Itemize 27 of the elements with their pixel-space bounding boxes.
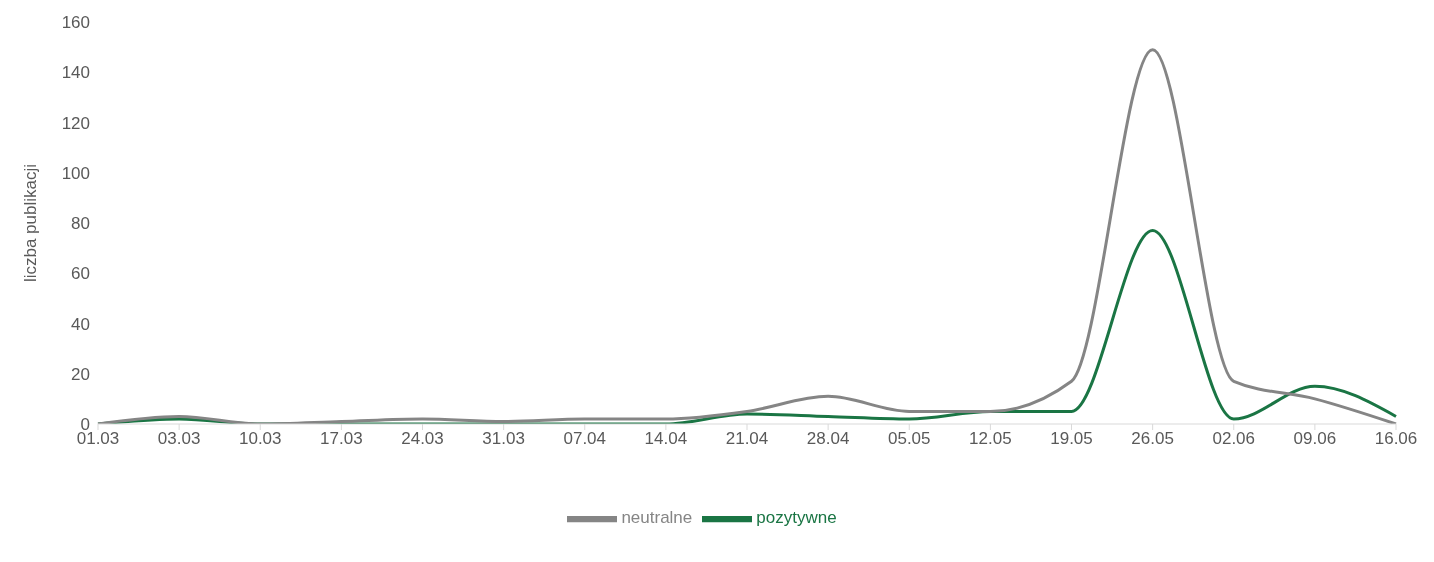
x-tick-label: 28.04 [806, 429, 850, 449]
legend-label: neutralne [621, 508, 693, 528]
x-tick-label: 31.03 [482, 429, 525, 449]
x-tick-label: 12.05 [969, 429, 1012, 449]
x-tick-label: 16.06 [1374, 429, 1418, 449]
y-tick-label: 160 [61, 13, 90, 33]
x-tick-label: 09.06 [1293, 429, 1337, 449]
x-tick-label: 26.05 [1131, 429, 1174, 449]
y-tick-label: 40 [71, 314, 90, 334]
x-tick-label: 07.04 [563, 429, 607, 449]
x-tick-label: 03.03 [157, 429, 201, 449]
x-tick-label: 17.03 [320, 429, 363, 449]
y-tick-label: 140 [61, 63, 90, 83]
y-tick-label: 60 [71, 264, 90, 284]
x-tick-label: 24.03 [401, 429, 444, 449]
y-tick-label: 80 [71, 214, 90, 234]
y-tick-label: 120 [61, 113, 90, 133]
y-tick-label: 100 [61, 163, 90, 183]
x-tick-label: 21.04 [725, 429, 769, 449]
legend-label: pozytywne [756, 508, 837, 528]
x-tick-label: 02.06 [1212, 429, 1256, 449]
y-axis-title: liczba publikacji [21, 163, 41, 283]
x-tick-label: 19.05 [1050, 429, 1093, 449]
x-tick-label: 05.05 [887, 429, 931, 449]
y-tick-label: 20 [71, 364, 90, 384]
x-tick-label: 10.03 [238, 429, 282, 449]
x-tick-label: 14.04 [644, 429, 688, 449]
